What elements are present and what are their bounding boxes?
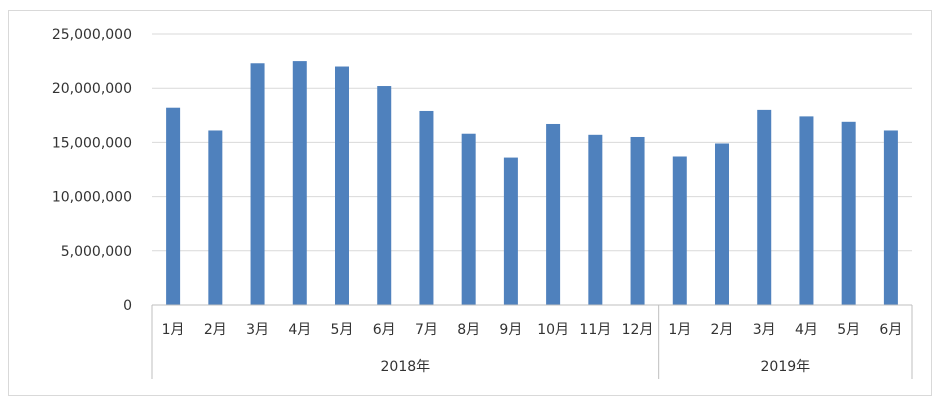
bar [630, 136, 645, 305]
x-tick-label: 1月 [162, 322, 185, 338]
x-tick-label: 8月 [457, 322, 480, 338]
x-tick-label: 12月 [622, 322, 654, 338]
bar [841, 121, 856, 305]
x-tick-label: 10月 [537, 322, 569, 338]
bar [377, 86, 392, 305]
bar [503, 157, 518, 305]
bar [419, 110, 434, 306]
bar [461, 133, 476, 305]
bar [588, 134, 603, 305]
x-tick-label: 5月 [837, 322, 860, 338]
y-tick-label: 5,000,000 [61, 244, 132, 260]
bar [799, 116, 814, 305]
group-label: 2018年 [381, 359, 431, 375]
bar [715, 143, 729, 305]
bar [166, 107, 181, 305]
x-tick-label: 6月 [373, 322, 396, 338]
bar [335, 66, 349, 306]
x-tick-label: 5月 [331, 322, 354, 338]
bar [757, 109, 772, 305]
y-tick-label: 20,000,000 [52, 81, 132, 97]
group-label: 2019年 [761, 359, 811, 375]
y-tick-label: 15,000,000 [52, 135, 132, 151]
x-tick-label: 2月 [204, 322, 227, 338]
x-tick-label: 4月 [288, 322, 311, 338]
bar [250, 63, 265, 305]
bar [883, 130, 898, 305]
x-tick-label: 7月 [415, 322, 438, 338]
bar [546, 123, 561, 305]
x-tick-label: 6月 [879, 322, 902, 338]
bar [672, 156, 687, 305]
bar [208, 130, 223, 305]
x-tick-label: 4月 [795, 322, 818, 338]
x-tick-label: 2月 [711, 322, 734, 338]
y-tick-label: 10,000,000 [52, 190, 132, 206]
x-tick-label: 3月 [753, 322, 776, 338]
x-tick-label: 9月 [499, 322, 522, 338]
x-tick-label: 1月 [668, 322, 691, 338]
x-tick-label: 11月 [579, 322, 611, 338]
x-tick-label: 3月 [246, 322, 269, 338]
y-tick-label: 0 [123, 298, 132, 314]
y-tick-label: 25,000,000 [52, 27, 132, 43]
bar [292, 61, 307, 305]
